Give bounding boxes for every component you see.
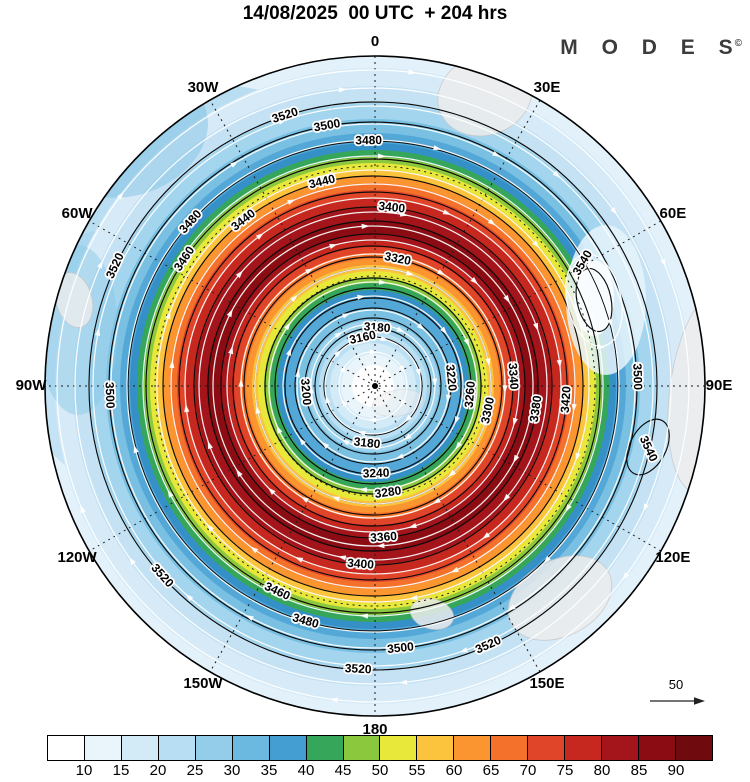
colorbar-cell — [83, 736, 121, 760]
modes-logo-text: M O D E S — [560, 36, 742, 59]
colorbar-cell — [231, 736, 269, 760]
longitude-label: 30W — [188, 79, 220, 96]
wind-speed-colorbar — [47, 735, 713, 761]
longitude-labels: 0 30E 60E 90E 120E 150E 180 150W 120W 90W 60W 30W — [16, 33, 733, 738]
svg-text:3340: 3340 — [506, 362, 522, 390]
colorbar-tick-label: 80 — [593, 762, 611, 779]
colorbar-cell — [379, 736, 417, 760]
colorbar-cell — [564, 736, 602, 760]
svg-text:3380: 3380 — [527, 394, 545, 423]
colorbar-tick-label: 45 — [334, 762, 352, 779]
colorbar-cell — [527, 736, 565, 760]
longitude-label: 120E — [655, 549, 690, 566]
longitude-label: 180 — [362, 721, 387, 738]
colorbar-cell — [453, 736, 491, 760]
svg-text:3280: 3280 — [374, 483, 403, 501]
colorbar-tick-label: 85 — [630, 762, 648, 779]
colorbar-cell — [490, 736, 528, 760]
streamline-arrows — [80, 69, 666, 703]
map-interior: 3520352035203520352035003500350035003480… — [45, 56, 705, 716]
svg-text:3500: 3500 — [313, 116, 342, 134]
colorbar-tick-label: 25 — [186, 762, 204, 779]
colorbar-tick-label: 65 — [482, 762, 500, 779]
pole-marker — [372, 383, 378, 389]
colorbar-tick-label: 35 — [260, 762, 278, 779]
svg-text:3180: 3180 — [363, 319, 391, 335]
longitude-label: 150W — [183, 675, 223, 692]
colorbar-tick-label: 15 — [112, 762, 130, 779]
svg-text:3400: 3400 — [378, 199, 406, 216]
longitude-label: 90E — [706, 377, 733, 394]
svg-text:3200: 3200 — [298, 378, 314, 406]
colorbar-cell — [638, 736, 675, 760]
colorbar-cell — [120, 736, 158, 760]
colorbar-tick-labels: 10 15 20 25 30 35 40 45 50 55 60 65 70 75 80 85 90 — [47, 762, 713, 782]
svg-text:3420: 3420 — [558, 385, 574, 413]
copyright-mark: © — [734, 38, 742, 49]
svg-text:3180: 3180 — [353, 435, 381, 452]
colorbar-cell — [674, 736, 712, 760]
colorbar-tick-label: 10 — [75, 762, 93, 779]
svg-text:3260: 3260 — [462, 380, 478, 408]
wind-reference-value: 50 — [669, 677, 683, 692]
streamlines — [56, 69, 690, 703]
colorbar-cell — [268, 736, 306, 760]
colorbar-cell — [157, 736, 195, 760]
longitude-label: 0 — [371, 33, 379, 50]
svg-text:3240: 3240 — [362, 466, 389, 481]
landmass — [371, 389, 425, 417]
longitude-label: 120W — [57, 549, 97, 566]
polar-map: 3520352035203520352035003500350035003480… — [16, 33, 733, 738]
colorbar-tick-label: 30 — [223, 762, 241, 779]
longitude-label: 150E — [529, 675, 564, 692]
colorbar-tick-label: 60 — [445, 762, 463, 779]
longitude-label: 90W — [16, 377, 48, 394]
colorbar-tick-label: 75 — [556, 762, 574, 779]
map-rim — [44, 55, 706, 717]
svg-text:3500: 3500 — [630, 363, 645, 390]
colorbar-cell — [305, 736, 343, 760]
modes-logo: M O D E S© — [560, 36, 742, 60]
colorbar-cell — [48, 736, 84, 760]
longitude-label: 60W — [62, 205, 94, 222]
colorbar-tick-label: 40 — [297, 762, 315, 779]
colorbar-cell — [416, 736, 454, 760]
colorbar-tick-label: 70 — [519, 762, 537, 779]
anticyclone-streamline — [565, 253, 623, 347]
colorbar-cell — [601, 736, 638, 760]
chart-title: 14/08/2025 00 UTC + 204 hrs — [242, 3, 508, 24]
longitude-label: 60E — [660, 205, 687, 222]
svg-text:3500: 3500 — [386, 639, 414, 656]
colorbar-cell — [194, 736, 232, 760]
svg-text:3500: 3500 — [103, 382, 118, 409]
longitude-label: 30E — [534, 79, 561, 96]
colorbar-tick-label: 55 — [408, 762, 426, 779]
svg-text:3520: 3520 — [344, 661, 372, 676]
svg-text:3220: 3220 — [443, 364, 460, 392]
colorbar-tick-label: 20 — [149, 762, 167, 779]
colorbar-cell — [342, 736, 380, 760]
wind-reference-arrow-icon — [694, 697, 705, 705]
svg-text:3400: 3400 — [347, 556, 375, 572]
colorbar-tick-label: 90 — [667, 762, 685, 779]
wind-reference: 50 — [650, 677, 705, 705]
svg-text:3480: 3480 — [355, 133, 382, 147]
colorbar-tick-label: 50 — [371, 762, 389, 779]
svg-text:3360: 3360 — [370, 529, 398, 545]
